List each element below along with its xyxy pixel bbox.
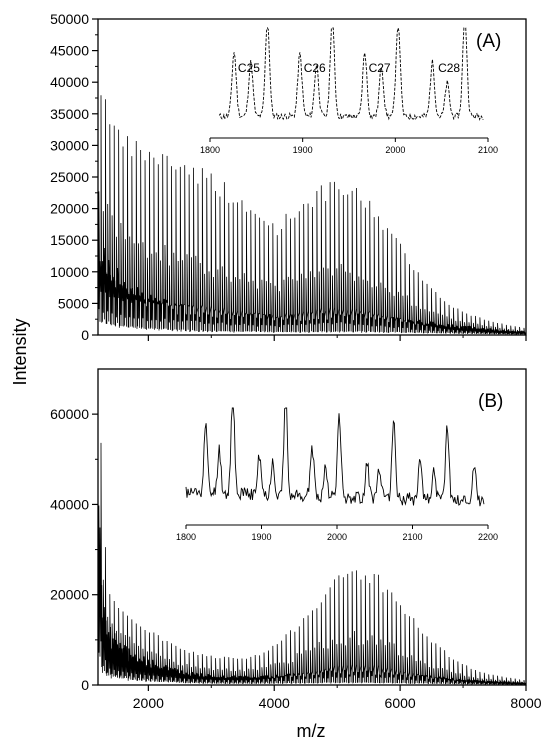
inset-x-tick-label: 1900 (293, 145, 313, 155)
inset-x-tick-label: 2200 (478, 532, 498, 542)
inset-x-tick-label: 1900 (251, 532, 271, 542)
y-tick-label: 25000 (50, 169, 89, 185)
inset-peak-label: C26 (304, 61, 326, 75)
panel-a-spectrum-trace (97, 95, 526, 335)
panel-a-label: (A) (476, 31, 501, 52)
x-tick-label: 2000 (133, 695, 164, 711)
inset-peak-label: C28 (438, 61, 460, 75)
y-tick-label: 20000 (50, 587, 89, 603)
y-tick-label: 50000 (50, 11, 89, 27)
panel-b-frame (97, 368, 527, 686)
inset-x-tick-label: 2100 (402, 532, 422, 542)
panel-b: 0 20000 40000 60000 2000 4000 6000 8000 (B) 18… (50, 368, 542, 711)
inset-peak-label: C25 (238, 61, 260, 75)
panel-a-x-ticks (147, 335, 527, 341)
panel-b-y-ticks: 0 20000 40000 60000 (50, 406, 98, 693)
x-tick-label: 6000 (385, 695, 416, 711)
x-tick-label: 8000 (510, 695, 541, 711)
y-tick-label: 60000 (50, 406, 89, 422)
y-tick-label: 30000 (50, 137, 89, 153)
panel-b-label: (B) (478, 391, 503, 412)
panel-b-x-ticks: 2000 4000 6000 8000 (133, 685, 542, 711)
inset-spectrum-line (185, 407, 485, 507)
y-tick-label: 40000 (50, 74, 89, 90)
inset-x-tick-label: 2100 (478, 145, 498, 155)
y-tick-label: 20000 (50, 201, 89, 217)
panel-b-inset: 1800 1900 2000 2100 2200 (176, 407, 498, 542)
y-tick-label: 45000 (50, 43, 89, 59)
inset-x-tick-label: 1800 (176, 532, 196, 542)
inset-peak-label: C27 (369, 61, 391, 75)
y-tick-label: 35000 (50, 106, 89, 122)
y-axis-title: Intensity (10, 318, 30, 385)
inset-spectrum-line (218, 26, 484, 122)
panel-a-inset: 1800 1900 2000 2100 C25 C26 C27 C28 (200, 26, 498, 155)
x-tick-label: 4000 (259, 695, 290, 711)
y-tick-label: 40000 (50, 496, 89, 512)
panel-a-y-ticks: 0 5000 10000 15000 20000 25000 30000 35000 40000… (50, 11, 98, 343)
inset-x-tick-label: 2000 (327, 532, 347, 542)
y-tick-label: 10000 (50, 264, 89, 280)
x-axis-title: m/z (297, 721, 326, 741)
a-spectrum-line (97, 95, 526, 335)
y-tick-label: 5000 (58, 295, 89, 311)
inset-x-tick-label: 1800 (200, 145, 220, 155)
inset-x-tick-label: 2000 (385, 145, 405, 155)
y-tick-label: 0 (81, 327, 89, 343)
panel-b-spectrum-trace (97, 442, 526, 686)
y-tick-label: 0 (81, 677, 89, 693)
b-spectrum-line (97, 442, 526, 686)
y-tick-label: 15000 (50, 232, 89, 248)
panel-a: 0 5000 10000 15000 20000 25000 30000 35000 40000… (50, 11, 527, 343)
